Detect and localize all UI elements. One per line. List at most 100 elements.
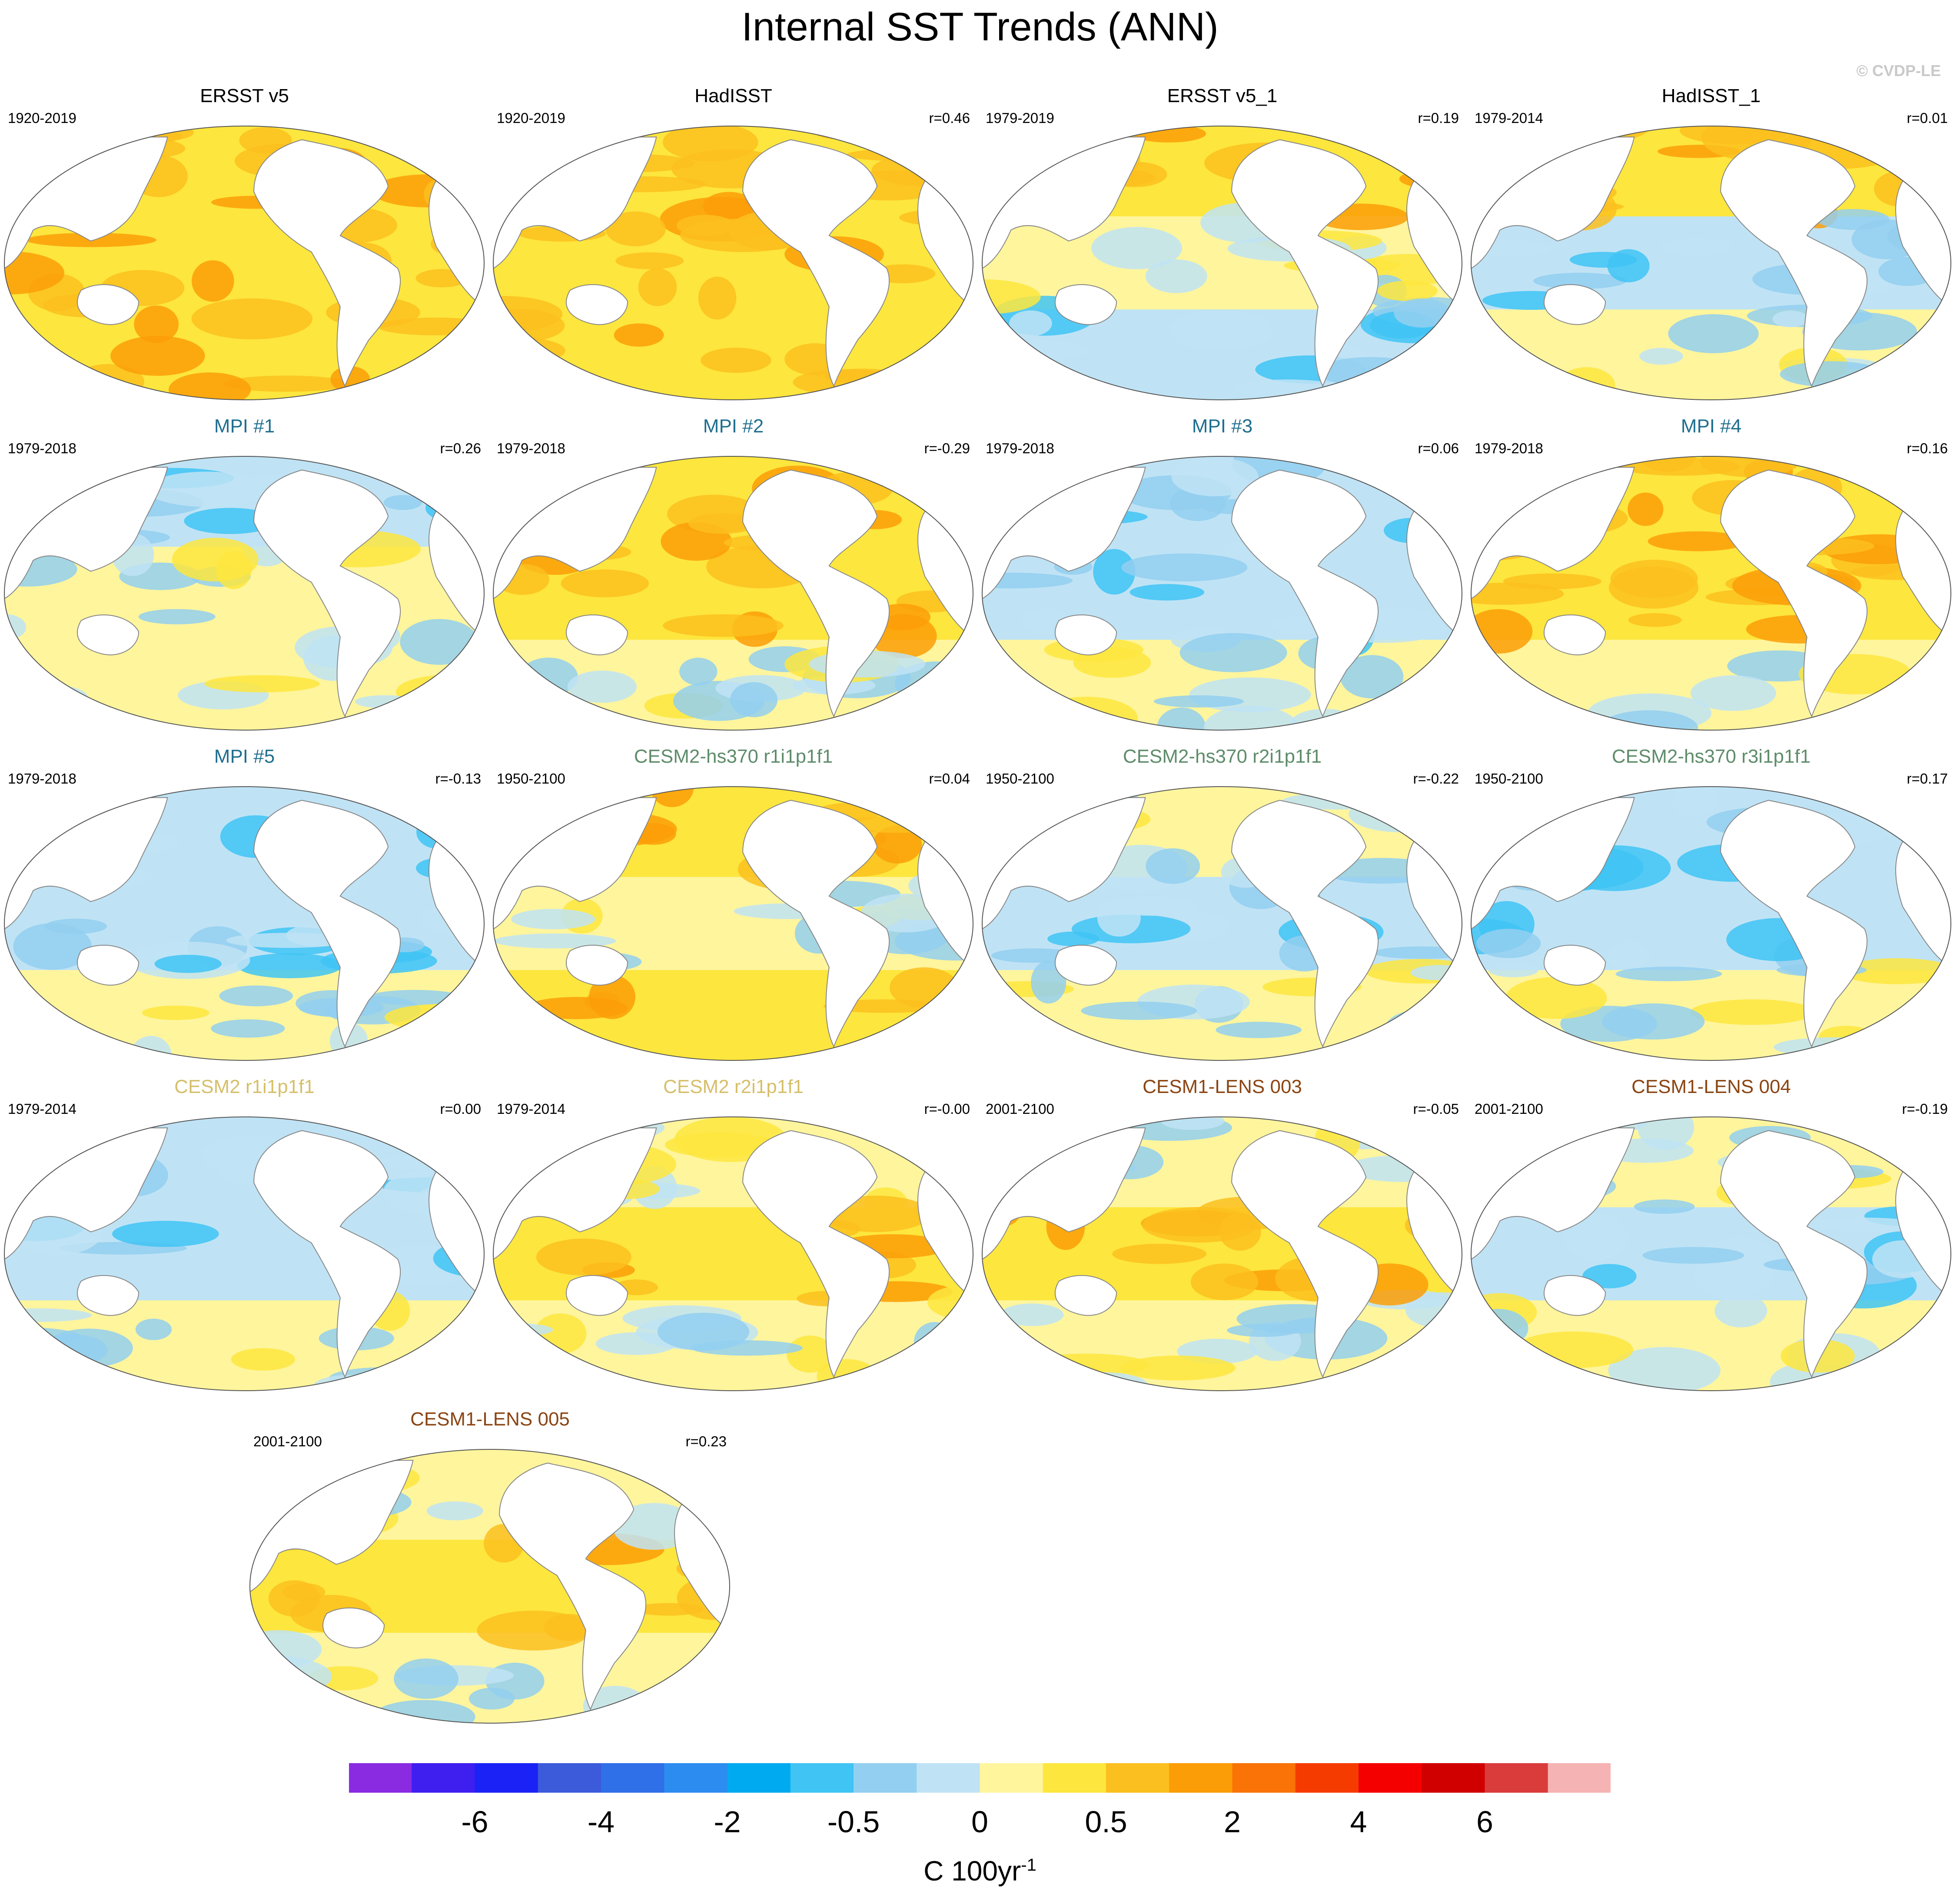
panel-title: ERSST v5_1 [1167,85,1278,106]
sst-anomaly-blob [1900,1356,1943,1383]
sst-anomaly-blob [1661,238,1732,256]
sst-anomaly-blob [237,953,342,978]
sst-anomaly-blob [493,1365,559,1381]
panel-title: MPI #1 [214,415,275,437]
sst-anomaly-blob [1091,227,1182,269]
robinson-map [4,456,485,731]
sst-anomaly-blob [1505,977,1607,1019]
land-mass [253,469,401,718]
panel-period: 2001-2100 [253,1433,322,1449]
sst-anomaly-blob [1714,1294,1767,1328]
colorbar-swatch [1422,1763,1485,1793]
sst-anomaly-blob [1471,645,1493,666]
land-mass [742,469,890,718]
colorbar-swatch [412,1763,475,1793]
panel-title: CESM1-LENS 003 [1143,1076,1302,1097]
sst-anomaly-blob [1203,705,1299,730]
colorbar-swatch [1106,1763,1169,1793]
map-panel: CESM2-hs370 r3i1p1f1 1950-2100 r=0.17 [1467,745,1956,1076]
land-mass [1544,1275,1606,1316]
robinson-map [249,1449,730,1724]
sst-anomaly-blob [1514,1331,1633,1369]
land-mass [1231,1130,1379,1379]
sst-anomaly-blob [4,705,92,722]
sst-anomaly-blob [1523,456,1589,476]
sst-anomaly-blob [846,148,961,161]
sst-anomaly-blob [1035,697,1138,730]
map-outline [493,456,973,731]
land-mass [77,614,140,655]
sst-anomaly-blob [1479,241,1551,256]
land-mass [1231,800,1379,1048]
land-mass [77,1275,140,1316]
sst-anomaly-blob [1290,709,1359,730]
sst-anomaly-blob [1009,310,1052,336]
panel-title: CESM2 r1i1p1f1 [174,1076,315,1097]
panel-period: 1920-2019 [8,110,76,126]
sst-anomaly-blob [172,538,259,581]
sst-anomaly-blob [110,336,205,376]
sst-anomaly-blob [1602,1003,1705,1040]
colorbar-swatch [1485,1763,1548,1793]
sst-anomaly-blob [4,1352,55,1391]
sst-anomaly-blob [1690,999,1815,1025]
colorbar-swatch [475,1763,538,1793]
map-outline [1471,1116,1951,1391]
map-panel: MPI #3 1979-2018 r=0.06 [978,415,1467,745]
sst-anomaly-blob [651,1449,730,1479]
sst-anomaly-blob [493,1353,535,1384]
sst-anomaly-blob [112,1221,219,1247]
colorbar-tick-label: 4 [1350,1805,1367,1839]
sst-anomaly-blob [134,306,179,343]
map-outline [249,1449,730,1724]
sst-anomaly-blob [1340,655,1404,699]
sst-anomaly-blob [426,1501,483,1521]
sst-anomaly-blob [1384,1010,1457,1049]
sst-anomaly-blob [493,794,563,822]
panel-title: CESM2 r2i1p1f1 [663,1076,804,1097]
map-panel: ERSST v5_1 1979-2019 r=0.19 [978,85,1467,415]
land-mass [253,1130,401,1379]
map-panel: HadISST_1 1979-2014 r=0.01 [1467,85,1956,415]
sst-anomaly-blob [1909,1130,1951,1167]
panel-correlation: r=0.16 [1907,440,1948,456]
sst-anomaly-blob [329,1117,429,1140]
sst-anomaly-blob [657,1312,750,1351]
sst-anomaly-blob [1216,1022,1302,1038]
map-panel: MPI #2 1979-2018 r=-0.29 [489,415,978,745]
land-mass [566,1275,628,1316]
panel-correlation: r=0.17 [1907,771,1948,787]
panel-period: 1979-2014 [8,1101,76,1117]
sst-anomaly-blob [698,276,737,320]
panel-period: 1979-2018 [1475,440,1543,456]
map-panel: MPI #4 1979-2018 r=0.16 [1467,415,1956,745]
colorbar-units: C 100yr-1 [0,1855,1960,1887]
panel-period: 1950-2100 [1475,771,1543,787]
colorbar-swatch [917,1763,980,1793]
colorbar-swatch [1359,1763,1422,1793]
map-outline [982,126,1462,400]
sst-anomaly-blob [1634,1199,1695,1214]
sst-anomaly-blob [1608,941,1650,968]
panel-period: 1979-2014 [497,1101,565,1117]
robinson-map [982,1116,1462,1391]
sst-anomaly-blob [1112,1243,1207,1264]
land-mass [1720,139,1868,388]
sst-anomaly-blob [30,139,75,158]
sst-anomaly-blob [138,609,216,625]
sst-anomaly-blob [1097,899,1141,937]
sst-anomaly-blob [605,211,666,246]
map-panel: CESM1-LENS 004 2001-2100 r=-0.19 [1467,1076,1956,1406]
sst-anomaly-blob [1129,584,1205,601]
colorbar-swatch [1548,1763,1611,1793]
robinson-map [1471,1116,1951,1391]
sst-anomaly-blob [4,787,60,825]
map-panel: CESM1-LENS 003 2001-2100 r=-0.05 [978,1076,1467,1406]
land-mass [499,1462,647,1711]
sst-anomaly-blob [517,1035,555,1060]
sst-anomaly-blob [130,1036,172,1060]
sst-anomaly-blob [429,130,484,157]
sst-anomaly-blob [1475,1038,1580,1060]
sst-anomaly-blob [1488,963,1538,977]
sst-anomaly-blob [561,569,649,598]
